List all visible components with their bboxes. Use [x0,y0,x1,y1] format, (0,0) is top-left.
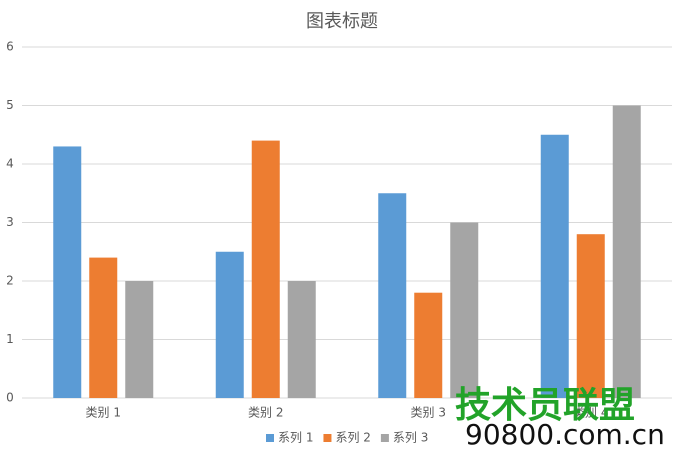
y-tick-label: 6 [6,40,14,54]
y-tick-label: 3 [6,215,14,229]
x-tick-label: 类别 4 [573,406,608,420]
legend-label: 系列 3 [393,431,428,445]
bar [378,193,407,398]
bar [576,234,605,398]
bar [89,257,118,398]
bar [450,222,479,398]
y-tick-label: 2 [6,274,14,288]
watermark: 90800.com.cn [465,418,665,451]
x-tick-label: 类别 1 [86,406,121,420]
y-tick-label: 0 [6,391,14,405]
bar [53,146,82,398]
bar [215,251,244,398]
bar [414,292,443,398]
x-tick-label: 类别 2 [248,406,283,420]
x-tick-label: 类别 3 [411,406,446,420]
legend-label: 系列 2 [335,431,370,445]
legend-label: 系列 1 [278,431,313,445]
bar [125,281,154,398]
legend-swatch [380,434,389,442]
bar [612,105,641,398]
y-tick-label: 5 [6,98,14,112]
legend-swatch [323,434,332,442]
watermark: 技术员联盟 [455,385,635,426]
y-tick-label: 4 [6,157,14,171]
bar [287,281,316,398]
y-tick-label: 1 [6,332,14,346]
bar [251,140,280,398]
bar [540,134,569,398]
legend-swatch [266,434,274,442]
chart-title: 图表标题 [306,11,378,32]
